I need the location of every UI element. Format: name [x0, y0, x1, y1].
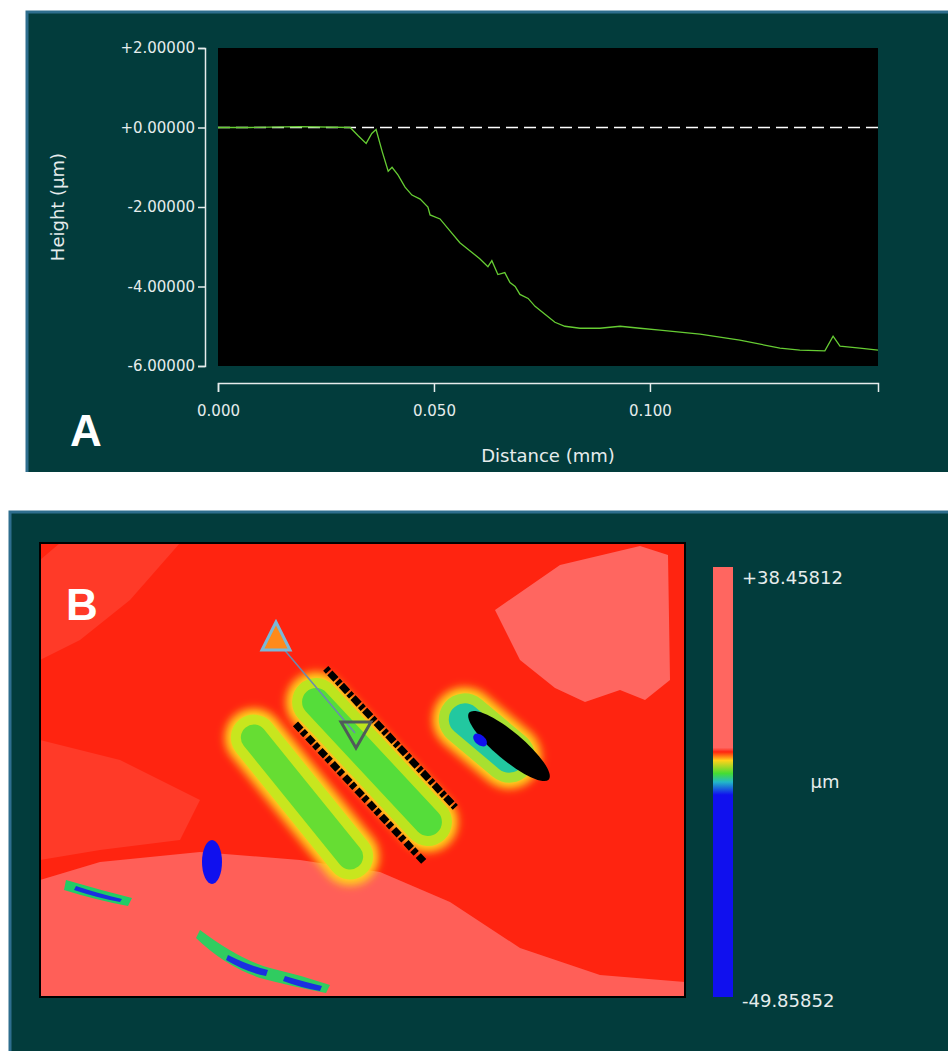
colorbar-tick-label: +38.45812: [742, 567, 843, 588]
panel-border: [10, 512, 948, 1051]
panel-a: +2.00000 +0.00000 -2.00000 -4.00000 -6.00000…: [27, 12, 948, 472]
tick-label: 0.000: [197, 402, 240, 420]
groove: [420, 674, 565, 810]
raised-region: [40, 543, 180, 660]
tick-label: -2.00000: [128, 198, 195, 216]
tick: 0.100: [629, 383, 672, 420]
tick-mark: [434, 383, 436, 392]
tick: 0.000: [197, 383, 240, 420]
deep-spot: [202, 840, 222, 884]
panel-b: B +38.45812 -49.85852 µm: [10, 512, 948, 1051]
tick: -2.00000: [128, 198, 205, 216]
missing-data: [460, 702, 558, 790]
groove: [274, 660, 471, 865]
plot-area: [218, 48, 878, 366]
tick: 0.050: [413, 383, 456, 420]
profile-end: [341, 722, 371, 748]
tick-mark: [198, 207, 205, 209]
profile-start: [262, 622, 290, 650]
groove-halo: [274, 660, 471, 865]
deep-spot: [471, 731, 490, 749]
raised-region: [40, 740, 200, 860]
height-map: [40, 543, 685, 997]
tick: +0.00000: [120, 119, 205, 137]
deep-streak: [226, 955, 268, 976]
tick-mark: [198, 366, 205, 368]
tick-mark: [650, 383, 652, 392]
tick: -6.00000: [128, 357, 205, 375]
colorbar-tick-label: -49.85852: [742, 990, 834, 1011]
tick-label: 0.100: [629, 402, 672, 420]
y-axis: +2.00000 +0.00000 -2.00000 -4.00000 -6.00000: [120, 39, 205, 375]
deep-streak: [64, 880, 132, 906]
groove-floor: [296, 682, 447, 842]
groove-wall: [282, 668, 462, 856]
tick-label: -4.00000: [128, 278, 195, 296]
raised-region: [495, 546, 670, 702]
map-frame: [40, 543, 685, 997]
figure: +2.00000 +0.00000 -2.00000 -4.00000 -6.00000…: [0, 0, 948, 1051]
panel-background: [10, 512, 948, 1051]
tick-label: +2.00000: [120, 39, 195, 57]
tick-mark: [198, 127, 205, 129]
tick: +2.00000: [120, 39, 205, 57]
tick-label: 0.050: [413, 402, 456, 420]
axis-line: [219, 384, 879, 393]
deep-streak: [196, 930, 330, 993]
map-background: [40, 543, 685, 997]
deep-streak: [283, 976, 322, 991]
tick-label: -6.00000: [128, 357, 195, 375]
x-axis-title: Distance (mm): [481, 445, 615, 466]
tick-mark: [198, 286, 205, 288]
tick-label: +0.00000: [120, 119, 195, 137]
tick-mark: [198, 48, 205, 50]
missing-data: [326, 668, 456, 807]
plot-marks: [218, 127, 878, 351]
tick-mark: [218, 383, 220, 392]
x-axis: 0.000 0.050 0.100: [197, 383, 878, 420]
colorbar: [713, 567, 733, 997]
deep-streak: [74, 886, 122, 902]
y-axis-title: Height (µm): [47, 153, 68, 261]
panel-border: [27, 12, 948, 472]
tick: -4.00000: [128, 278, 205, 296]
missing-data: [295, 724, 425, 863]
axis-line: [198, 49, 206, 367]
panel-background: [27, 12, 948, 472]
profile-cursor: [276, 640, 355, 733]
colorbar-title: µm: [811, 771, 840, 792]
panel-label: B: [66, 580, 98, 629]
profile-line: [218, 127, 878, 351]
panel-label: A: [70, 406, 102, 455]
